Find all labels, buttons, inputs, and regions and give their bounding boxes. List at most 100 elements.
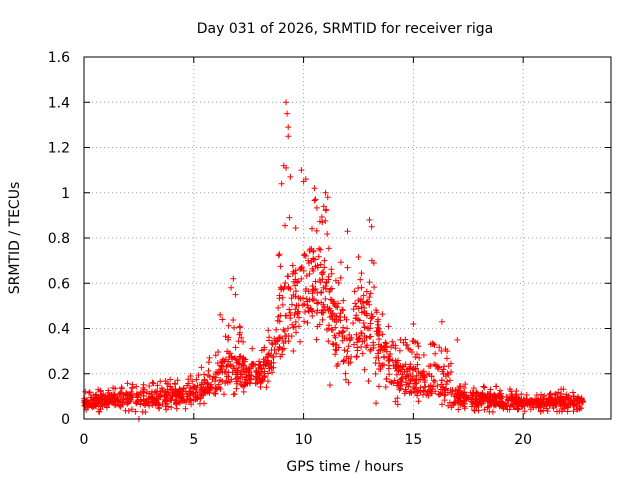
data-point [277,263,284,270]
data-point [201,371,208,378]
data-point [372,359,379,366]
data-point [168,404,175,411]
data-point [288,301,295,308]
data-point [361,366,368,373]
data-point [198,379,205,386]
data-point [480,383,487,390]
data-point [396,347,403,354]
data-point [412,338,419,345]
data-point [225,350,232,357]
data-point [335,279,342,286]
data-point [413,372,420,379]
data-point [112,385,119,392]
data-point [245,371,252,378]
data-point [294,310,301,317]
data-point [240,338,247,345]
data-point [444,378,451,385]
data-point [339,307,346,314]
data-point [238,371,245,378]
data-point [567,397,574,404]
data-point [327,307,334,314]
data-point [205,359,212,366]
data-point [389,338,396,345]
data-point [311,197,318,204]
data-point [81,402,88,409]
data-point [125,398,132,405]
data-point [184,391,191,398]
data-point [292,288,299,295]
data-point [436,364,443,371]
data-point [497,402,504,409]
data-point [504,393,511,400]
data-point [492,383,499,390]
data-point [435,391,442,398]
data-point [444,389,451,396]
data-point [307,305,314,312]
data-point [364,325,371,332]
data-point [109,394,116,401]
data-point [383,376,390,383]
data-point [308,225,315,232]
data-point [485,391,492,398]
data-point [481,406,488,413]
data-point [531,398,538,405]
data-point [154,396,161,403]
data-point [193,386,200,393]
data-point [282,333,289,340]
data-point [220,391,227,398]
data-point [215,381,222,388]
data-point [432,350,439,357]
data-point [241,376,248,383]
data-point [457,383,464,390]
data-point [270,359,277,366]
data-point [436,391,443,398]
data-point [284,110,291,117]
data-point [292,224,299,231]
y-tick-label: 1.6 [48,50,70,66]
data-point [344,228,351,235]
data-point [440,366,447,373]
data-point [558,403,565,410]
data-point [150,380,157,387]
data-point [275,334,282,341]
data-point [344,325,351,332]
data-point [141,402,148,409]
data-point [210,373,217,380]
data-point [365,298,372,305]
data-point [463,396,470,403]
data-point [263,361,270,368]
data-point [242,365,249,372]
data-point [335,330,342,337]
data-point [330,298,337,305]
data-point [159,386,166,393]
data-point [85,400,92,407]
data-point [298,167,305,174]
data-point [275,304,282,311]
tick-labels: 0 5 10 15 20 0 0.2 0.4 0.6 0.8 1 1.2 1.4 1.6 [48,50,532,448]
data-point [148,391,155,398]
data-point [228,284,235,291]
data-point [456,395,463,402]
data-point [488,401,495,408]
data-point [312,196,319,203]
data-point [310,256,317,263]
data-point [268,364,275,371]
data-point [279,335,286,342]
data-point [190,385,197,392]
y-axis-label: SRMTID / TECUs [7,182,23,295]
data-point [240,388,247,395]
data-point [233,369,240,376]
data-point [319,316,326,323]
data-point [340,324,347,331]
data-point [414,339,421,346]
data-point [296,314,302,321]
data-point [132,399,139,406]
data-point [434,363,441,370]
data-point [341,357,348,364]
data-point [313,204,320,211]
data-point [271,335,278,342]
data-point [86,389,93,396]
data-point [335,361,342,368]
data-point [558,386,565,393]
data-point [325,338,332,345]
